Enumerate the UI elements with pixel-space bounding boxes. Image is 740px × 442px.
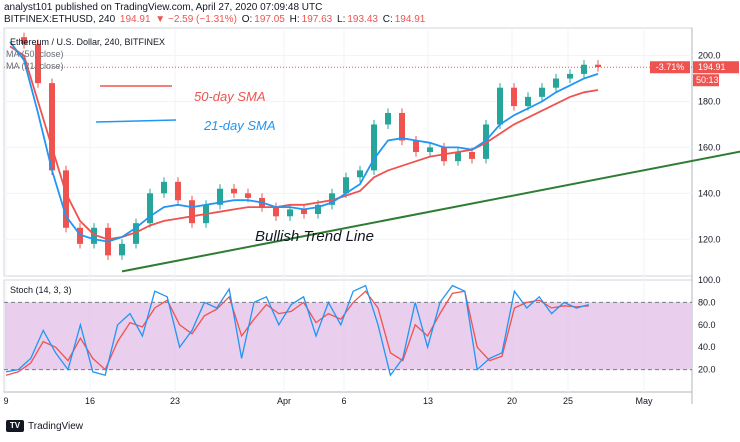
price-tick-label: 180.0: [698, 96, 721, 106]
low-label: L:: [337, 14, 346, 25]
candle-body: [35, 44, 41, 84]
trend-annotation: Bullish Trend Line: [255, 228, 374, 245]
candle-body: [581, 64, 587, 74]
tradingview-logo-icon: TV: [6, 420, 24, 432]
sma21-annotation: 21-day SMA: [203, 118, 276, 133]
time-tick-label: May: [635, 396, 653, 406]
time-tick-label: 25: [563, 396, 573, 406]
candle-body: [385, 112, 391, 125]
candle-body: [329, 193, 335, 205]
candle-body: [399, 112, 405, 141]
time-tick-label: 6: [341, 396, 346, 406]
candle-body: [189, 200, 195, 224]
sma50-line: [9, 45, 599, 241]
last-price-badge: 194.91: [698, 62, 726, 72]
stoch-d-line: [5, 290, 589, 376]
sma21-annotation-line: [95, 119, 177, 123]
sma50-annotation: 50-day SMA: [194, 89, 266, 104]
time-tick-label: Apr: [277, 396, 291, 406]
candle-body: [161, 181, 167, 194]
price-tick-label: 200.0: [698, 51, 721, 61]
close-value: 194.91: [394, 14, 426, 25]
time-tick-label: 13: [423, 396, 433, 406]
legend-sma50: MA (50, close): [6, 49, 64, 59]
time-tick-label: 20: [507, 396, 517, 406]
stoch-band: [5, 302, 691, 370]
candle-body: [77, 227, 83, 244]
candle-body: [413, 140, 419, 152]
candle-body: [315, 204, 321, 214]
symbol-bar: BITFINEX:ETHUSD, 240 194.91 ▼ −2.59 (−1.…: [4, 14, 427, 25]
change-badge: -3.71%: [656, 62, 685, 72]
candle-body: [133, 223, 139, 244]
candle-body: [91, 227, 97, 244]
candle-body: [357, 170, 363, 178]
open-value: 197.05: [254, 14, 285, 25]
high-label: H:: [289, 14, 300, 25]
sma21-line: [9, 41, 599, 243]
candle-body: [343, 177, 349, 194]
candle-body: [539, 87, 545, 97]
candle-body: [119, 243, 125, 256]
time-tick-label: 16: [85, 396, 95, 406]
candle-body: [595, 64, 601, 68]
candle-body: [217, 188, 223, 205]
candle-body: [245, 193, 251, 198]
change-badge-bg: [650, 61, 690, 74]
candle-body: [427, 147, 433, 152]
candle-body: [553, 78, 559, 88]
candle-body: [469, 152, 475, 159]
last-price-badge-bg: [693, 61, 739, 74]
candle-body: [483, 124, 489, 159]
stoch-tick-label: 40.0: [698, 342, 716, 352]
legend-sma21: MA (21, close): [6, 61, 64, 71]
time-tick-label: 23: [170, 396, 180, 406]
open-label: O:: [241, 14, 253, 25]
trend-line: [121, 150, 740, 273]
stoch-tick-label: 80.0: [698, 297, 716, 307]
stoch-title: Stoch (14, 3, 3): [10, 285, 72, 295]
countdown-badge-bg: [693, 74, 719, 87]
candle-body: [21, 37, 27, 45]
candle-body: [49, 83, 55, 171]
candle-body: [497, 87, 503, 125]
candle-body: [455, 152, 461, 162]
stoch-tick-label: 100.0: [698, 275, 721, 285]
candle-body: [525, 96, 531, 107]
publish-info: analyst101 published on TradingView.com,…: [4, 2, 323, 13]
candle-body: [287, 209, 293, 217]
countdown-badge: 50:13: [696, 75, 719, 85]
stoch-tick-label: 60.0: [698, 320, 716, 330]
footer: TV TradingView: [6, 420, 83, 432]
price-pane: [3, 27, 693, 277]
candle-body: [301, 209, 307, 214]
high-value: 197.63: [301, 14, 333, 25]
price-change: ▼ −2.59 (−1.31%): [155, 14, 237, 25]
close-label: C:: [382, 14, 393, 25]
brand-name: TradingView: [28, 420, 84, 432]
symbol: BITFINEX:ETHUSD, 240: [4, 14, 116, 25]
stoch-tick-label: 20.0: [698, 365, 716, 375]
price-tick-label: 140.0: [698, 188, 721, 198]
candle-body: [147, 193, 153, 224]
candle-body: [511, 87, 517, 107]
price-tick-label: 120.0: [698, 234, 721, 244]
candle-body: [273, 207, 279, 217]
candle-body: [231, 188, 237, 194]
candle-body: [371, 124, 377, 171]
time-tick-label: 9: [3, 396, 8, 406]
candle-body: [567, 73, 573, 79]
candle-body: [63, 170, 69, 228]
low-value: 193.43: [347, 14, 378, 25]
price-chart-title: Ethereum / U.S. Dollar, 240, BITFINEX: [10, 37, 165, 47]
stoch-k-line: [5, 284, 589, 377]
price-tick-label: 160.0: [698, 142, 721, 152]
last-price: 194.91: [119, 14, 151, 25]
candle-body: [175, 181, 181, 201]
